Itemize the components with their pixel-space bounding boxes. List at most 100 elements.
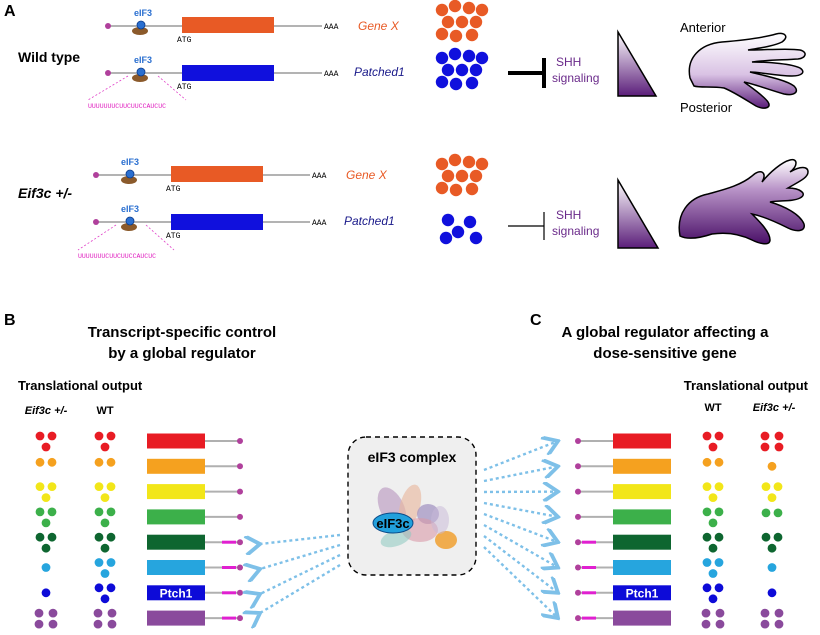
protein-dot	[455, 15, 469, 29]
coding-region	[613, 484, 671, 500]
poly-a-label: AAA	[324, 23, 339, 32]
mrna-transcript	[147, 534, 243, 550]
output-dot	[100, 594, 110, 604]
output-dot	[41, 493, 51, 502]
protein-dot	[448, 0, 462, 13]
output-dot	[760, 442, 770, 452]
mrna-transcript	[147, 560, 243, 575]
dashed-arrow	[483, 441, 558, 472]
output-dot	[773, 532, 783, 542]
coding-region	[147, 484, 205, 500]
protein-dot	[475, 51, 489, 65]
output-dot	[106, 583, 116, 593]
protein-dot	[435, 51, 449, 65]
cap-icon	[575, 513, 581, 520]
wild-type-label: Wild type	[18, 49, 80, 65]
anterior-label: Anterior	[680, 20, 726, 35]
mrna-transcript	[575, 560, 671, 575]
cap-icon	[237, 615, 243, 622]
coding-region	[613, 509, 671, 525]
dashed-arrow	[260, 533, 341, 544]
output-dot	[107, 619, 117, 629]
panel-a-letter: A	[4, 3, 16, 20]
mrna-transcript	[147, 458, 243, 474]
panel-b-title-line2: by a global regulator	[108, 345, 256, 362]
gene-x-name: Gene X	[346, 168, 388, 182]
output-dot	[41, 442, 51, 452]
output-dot	[41, 518, 51, 528]
output-dot	[100, 442, 110, 452]
output-dot	[702, 431, 712, 441]
output-dot	[34, 608, 44, 618]
output-dot	[714, 431, 724, 441]
ribosome-icon	[132, 27, 148, 35]
output-dot	[774, 431, 784, 441]
eif3c-label: eIF3c	[376, 516, 409, 531]
output-dot	[760, 619, 770, 629]
output-dot	[708, 493, 718, 502]
output-dot	[100, 493, 110, 502]
cap-icon	[575, 539, 581, 546]
output-dot	[35, 482, 45, 491]
cap-icon	[237, 564, 243, 571]
output-dot	[47, 532, 57, 542]
output-dot	[702, 532, 712, 542]
protein-dot	[441, 63, 455, 77]
output-dot	[47, 507, 57, 517]
utr-sequence: UUUUUUUCUUCUUCCAUCUC	[78, 253, 156, 260]
output-dot	[761, 532, 771, 542]
mrna-transcript	[575, 534, 671, 550]
protein-dot	[465, 76, 479, 90]
output-dot	[708, 442, 718, 452]
eif3-label: eIF3	[121, 204, 139, 214]
eif3-icon	[125, 216, 135, 226]
mrna-transcript	[575, 509, 671, 525]
output-dot	[760, 431, 770, 441]
panel-c-mutant-column-label: Eif3c +/-	[753, 402, 796, 414]
mrna-transcript: Ptch1	[147, 585, 243, 601]
output-dot	[702, 507, 712, 517]
poly-a-label: AAA	[324, 70, 339, 79]
protein-dot	[469, 63, 483, 77]
output-dot	[106, 532, 116, 542]
output-dot	[773, 482, 783, 491]
output-dot	[94, 482, 104, 491]
cap-icon	[237, 539, 243, 546]
panel-b-output-label: Translational output	[18, 378, 143, 393]
output-dot	[714, 457, 724, 467]
posterior-label: Posterior	[680, 100, 733, 115]
output-dot	[774, 608, 784, 618]
protein-dot	[449, 29, 463, 43]
protein-dot	[441, 213, 455, 227]
output-dot	[702, 558, 712, 567]
output-dot	[107, 608, 117, 618]
mrna-transcript	[147, 610, 243, 626]
output-dot	[41, 543, 51, 553]
ribosome-icon	[121, 176, 137, 184]
output-dot	[774, 619, 784, 629]
cap-icon	[93, 172, 99, 178]
panel-c: C A global regulator affecting a dose-se…	[483, 312, 809, 629]
output-dot	[702, 457, 712, 467]
eif3-complex-box: eIF3 complex eIF3c	[347, 436, 477, 576]
dashed-arrow	[483, 466, 558, 483]
output-dot	[714, 558, 724, 567]
protein-dot	[439, 231, 453, 245]
patched1-cds	[182, 65, 274, 81]
mrna-transcript	[575, 433, 671, 449]
output-dot	[106, 457, 116, 467]
mrna-transcript	[147, 484, 243, 500]
eif3-complex-label: eIF3 complex	[368, 449, 457, 465]
protein-dot	[435, 3, 449, 17]
cap-icon	[575, 438, 581, 444]
protein-dot	[441, 15, 455, 29]
panel-b: B Transcript-specific control by a globa…	[4, 312, 341, 629]
protein-dot	[435, 27, 449, 41]
output-dot	[47, 457, 57, 467]
output-dot	[714, 583, 724, 593]
wild-type-limb-icon	[688, 32, 806, 109]
het-gene-x-protein-dots	[435, 153, 489, 197]
output-dot	[100, 543, 110, 553]
output-dot	[35, 507, 45, 517]
